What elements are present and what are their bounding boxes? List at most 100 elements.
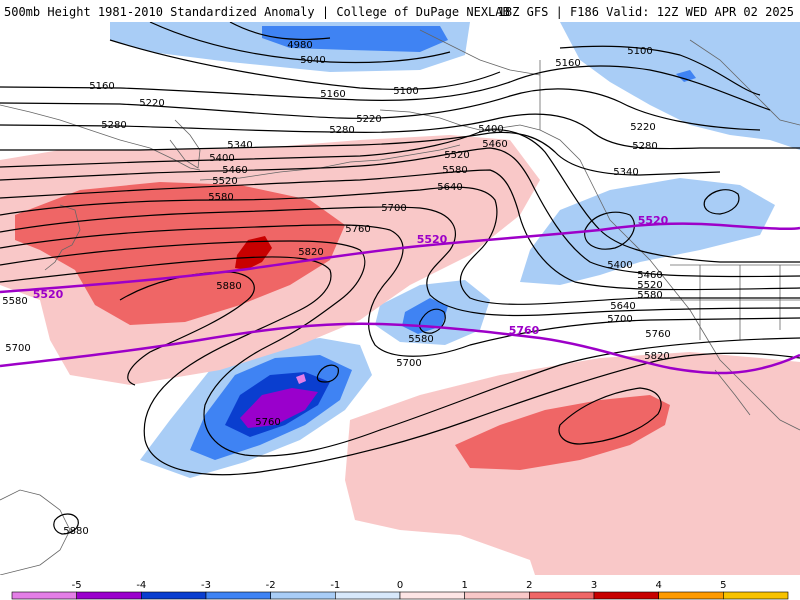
contour-5100-east: [559, 45, 761, 96]
contour-5520-east-low: [703, 189, 740, 215]
anomaly-neg-low-core: [240, 388, 318, 428]
coastline-australia-pacific: [0, 489, 71, 575]
contour-label-5340-east: 5340: [613, 167, 638, 178]
colorbar-tick-label: 3: [591, 580, 597, 591]
colorbar-box-neg3: [141, 591, 207, 600]
anomaly-pos-southeast-core: [455, 395, 670, 470]
contour-5580-low: [419, 308, 446, 334]
contour-label-5640-center: 5640: [437, 182, 462, 193]
anomaly-pos-southeast: [345, 352, 800, 575]
ref-label-5520-west: 5520: [33, 288, 64, 301]
colorbar-box-pos05: [399, 591, 465, 600]
colorbar-tick-label: 1: [461, 580, 467, 591]
contour-label-5520-east: 5520: [637, 280, 662, 291]
contour-label-5160-west: 5160: [89, 81, 114, 92]
header: 500mb Height 1981-2010 Standardized Anom…: [0, 0, 800, 22]
contour-label-5580-west: 5580: [208, 192, 233, 203]
map-title: 500mb Height 1981-2010 Standardized Anom…: [4, 5, 510, 19]
colorbar-tick-label: -3: [201, 580, 211, 591]
colorbar-box-pos1: [464, 591, 530, 600]
colorbar-tick-label: -2: [266, 580, 276, 591]
contour-label-5520-west: 5520: [212, 176, 237, 187]
contour-label-5160-east: 5160: [555, 58, 580, 69]
contour-label-5460-west: 5460: [222, 165, 247, 176]
contour-5760: [0, 240, 800, 457]
contour-labels: 4980 5040 5100 5100 5160 5160 5160 5220 5220 5220…: [2, 40, 670, 537]
contour-label-5100-north: 5100: [393, 86, 418, 97]
colorbar-box-neg4: [76, 591, 142, 600]
colorbar-ticks: -5 -4 -3 -2 -1 0 1 2 3 4 5: [72, 580, 727, 591]
contour-5520: [0, 169, 800, 291]
contour-label-5760-center: 5760: [345, 224, 370, 235]
anomaly-neg-low-peak: [296, 374, 306, 384]
contour-label-5580-center: 5580: [442, 165, 467, 176]
contour-label-5700-west: 5700: [5, 343, 30, 354]
positive-anomaly-shading: [0, 135, 800, 575]
reference-contours: [0, 222, 800, 375]
coastlines: [0, 29, 800, 575]
coastline-baja: [714, 369, 751, 416]
coastline-alaska: [379, 109, 541, 131]
coastline-alaska-north: [419, 29, 541, 76]
anomaly-map: 4980 5040 5100 5100 5160 5160 5160 5220 5220 5220…: [0, 22, 800, 575]
anomaly-neg-north-core: [262, 26, 448, 52]
coastline-asia-east: [0, 104, 201, 171]
contour-label-5400-west: 5400: [209, 153, 234, 164]
contour-label-5100-east: 5100: [627, 46, 652, 57]
contour-label-5820-center: 5820: [298, 247, 323, 258]
contour-label-5640-east: 5640: [610, 301, 635, 312]
coastline-japan: [44, 204, 81, 271]
contour-5880-south: [53, 513, 79, 535]
contour-label-5340-west: 5340: [227, 140, 252, 151]
contour-label-5700-low: 5700: [396, 358, 421, 369]
colorbar-box-pos5: [723, 591, 789, 600]
contour-label-5880-center: 5880: [216, 281, 241, 292]
contour-label-5460-center: 5460: [482, 139, 507, 150]
contour-label-5880-south: 5880: [63, 526, 88, 537]
colorbar-box-pos3: [593, 591, 659, 600]
contour-label-5580-low: 5580: [408, 334, 433, 345]
contour-label-5580-far-west: 5580: [2, 296, 27, 307]
colorbar-tick-label: -5: [72, 580, 82, 591]
contour-5820: [0, 256, 800, 476]
contour-5220: [0, 88, 761, 131]
contour-label-5280-center: 5280: [329, 125, 354, 136]
contour-label-5280-east: 5280: [632, 141, 657, 152]
contour-label-5760-east: 5760: [645, 329, 670, 340]
coastline-hudson: [689, 39, 800, 126]
contour-label-5160-center: 5160: [320, 89, 345, 100]
colorbar-tick-label: -1: [330, 580, 340, 591]
contour-label-5400-center: 5400: [478, 124, 503, 135]
colorbar-tick-label: -4: [136, 580, 146, 591]
contour-label-5400-east: 5400: [607, 260, 632, 271]
coastline-north-america: [539, 129, 800, 431]
contour-5280: [0, 113, 800, 150]
contour-5100-north: [109, 39, 501, 91]
colorbar-tick-label: 0: [397, 580, 403, 591]
contour-4980: [229, 22, 331, 41]
colorbar-tick-label: 2: [526, 580, 532, 591]
contour-label-5520-center: 5520: [444, 150, 469, 161]
reference-labels: 5520 5520 5520 5760: [33, 214, 669, 337]
contour-label-5220-west: 5220: [139, 98, 164, 109]
colorbar-tick-label: 4: [655, 580, 661, 591]
contour-5400: [0, 129, 800, 263]
anomaly-neg-east: [520, 178, 775, 285]
contour-label-5700-center: 5700: [381, 203, 406, 214]
contour-label-5760-low: 5760: [255, 417, 280, 428]
colorbar-tick-label: 5: [720, 580, 726, 591]
colorbar-box-neg2: [205, 591, 271, 600]
ref-label-5520-east: 5520: [638, 214, 669, 227]
contour-label-4980: 4980: [287, 40, 312, 51]
ref-label-5760: 5760: [509, 324, 540, 337]
contour-label-5460-east: 5460: [637, 270, 662, 281]
colorbar-box-neg5: [11, 591, 77, 600]
contour-label-5700-east: 5700: [607, 314, 632, 325]
anomaly-neg-northeast-core: [676, 70, 696, 82]
colorbar-box-pos2: [529, 591, 595, 600]
ref-label-5520-center: 5520: [417, 233, 448, 246]
contour-label-5220-center: 5220: [356, 114, 381, 125]
contour-5880-southeast: [558, 387, 662, 445]
contour-5160: [0, 65, 771, 111]
